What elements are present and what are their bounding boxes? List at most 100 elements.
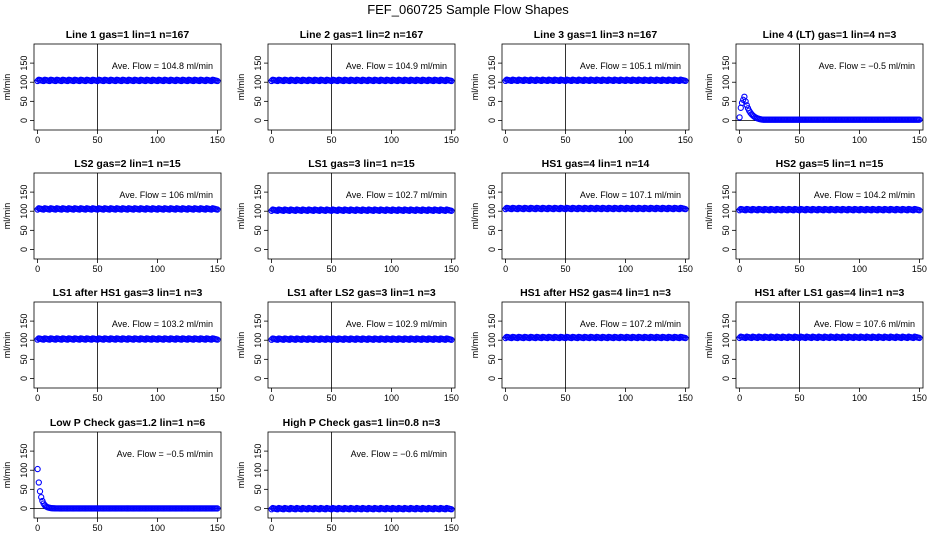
x-tick-label: 100 (384, 393, 399, 403)
x-tick-label: 100 (384, 135, 399, 145)
panel-title: Line 1 gas=1 lin=1 n=167 (66, 29, 190, 41)
data-point (214, 505, 221, 512)
x-tick-label: 50 (795, 393, 805, 403)
data-point (738, 99, 746, 107)
panel-8: HS2 gas=5 lin=1 n=15 0 50 100 150 0 50 100 150 ml… (704, 158, 927, 274)
x-tick-label: 0 (737, 393, 742, 403)
x-tick-label: 150 (444, 135, 459, 145)
y-tick-label: 0 (721, 118, 731, 123)
panel-12: HS1 after LS1 gas=4 lin=1 n=3 0 50 100 150 0 5… (704, 287, 927, 403)
y-axis-label: ml/min (470, 203, 480, 230)
x-tick-label: 50 (795, 135, 805, 145)
plot-frame (33, 431, 222, 519)
ave-flow-annotation: Ave. Flow = 107.6 ml/min (814, 319, 915, 329)
y-tick-label: 50 (19, 484, 29, 494)
plot-frame (735, 43, 924, 131)
x-tick-label: 150 (678, 264, 693, 274)
ave-flow-annotation: Ave. Flow = 102.7 ml/min (346, 190, 447, 200)
x-tick-label: 150 (210, 523, 225, 533)
panel-9: LS1 after HS1 gas=3 lin=1 n=3 0 50 100 150 0 5… (2, 287, 225, 403)
data-point (742, 98, 749, 105)
x-tick-label: 100 (852, 393, 867, 403)
y-tick-label: 100 (253, 333, 263, 348)
x-tick-label: 50 (93, 523, 103, 533)
y-tick-label: 50 (253, 96, 263, 106)
panel-title: Line 3 gas=1 lin=3 n=167 (534, 29, 658, 41)
y-tick-label: 50 (721, 225, 731, 235)
y-tick-label: 100 (19, 75, 29, 90)
y-tick-label: 50 (19, 225, 29, 235)
figure-title: FEF_060725 Sample Flow Shapes (367, 2, 569, 17)
x-tick-label: 0 (269, 393, 274, 403)
ave-flow-annotation: Ave. Flow = −0.5 ml/min (117, 449, 213, 459)
x-tick-label: 50 (327, 264, 337, 274)
y-tick-label: 150 (721, 56, 731, 71)
data-point (916, 207, 923, 214)
x-tick-label: 100 (150, 135, 165, 145)
y-tick-label: 150 (253, 444, 263, 459)
y-tick-label: 150 (721, 314, 731, 329)
y-tick-label: 100 (487, 204, 497, 219)
y-tick-label: 0 (19, 118, 29, 123)
y-axis-label: ml/min (704, 203, 714, 230)
ave-flow-annotation: Ave. Flow = 104.8 ml/min (112, 61, 213, 71)
panel-title: LS1 gas=3 lin=1 n=15 (308, 158, 415, 170)
x-tick-label: 50 (93, 393, 103, 403)
x-tick-label: 50 (795, 264, 805, 274)
x-tick-label: 0 (35, 264, 40, 274)
y-tick-label: 0 (721, 376, 731, 381)
panel-title: LS1 after HS1 gas=3 lin=1 n=3 (53, 287, 203, 299)
data-point (448, 77, 455, 85)
data-point (682, 205, 689, 213)
plot-frame (501, 301, 690, 389)
y-tick-label: 150 (487, 314, 497, 329)
y-axis-label: ml/min (2, 74, 12, 101)
y-tick-label: 100 (721, 333, 731, 348)
data-point (38, 494, 45, 501)
ave-flow-annotation: Ave. Flow = 107.2 ml/min (580, 319, 681, 329)
y-tick-label: 150 (19, 185, 29, 200)
y-tick-label: 0 (253, 247, 263, 252)
panel-title: Low P Check gas=1.2 lin=1 n=6 (50, 417, 205, 429)
plot-frame (501, 172, 690, 260)
y-tick-label: 0 (487, 247, 497, 252)
y-axis-label: ml/min (2, 462, 12, 489)
x-tick-label: 150 (678, 393, 693, 403)
data-point (448, 207, 455, 214)
x-tick-label: 100 (150, 393, 165, 403)
plot-frame (735, 172, 924, 260)
panel-title: HS1 after HS2 gas=4 lin=1 n=3 (520, 287, 671, 299)
x-tick-label: 150 (912, 264, 927, 274)
data-point (737, 104, 744, 111)
x-tick-label: 0 (35, 135, 40, 145)
y-tick-label: 50 (487, 225, 497, 235)
plot-frame (267, 431, 456, 519)
y-axis-label: ml/min (2, 203, 12, 230)
y-tick-label: 100 (721, 204, 731, 219)
data-point (682, 77, 689, 85)
y-tick-label: 150 (721, 185, 731, 200)
panel-13: Low P Check gas=1.2 lin=1 n=6 0 50 100 150 0 5… (2, 417, 225, 533)
y-tick-label: 50 (253, 354, 263, 364)
data-point (682, 334, 689, 342)
panel-3: Line 3 gas=1 lin=3 n=167 0 50 100 150 0 50 100 1… (470, 29, 693, 145)
x-tick-label: 100 (150, 264, 165, 274)
ave-flow-annotation: Ave. Flow = −0.5 ml/min (819, 61, 915, 71)
x-tick-label: 50 (93, 135, 103, 145)
panel-6: LS1 gas=3 lin=1 n=15 0 50 100 150 0 50 100 150 ml… (236, 158, 459, 274)
panel-4: Line 4 (LT) gas=1 lin=4 n=3 0 50 100 150 0 50 1… (704, 29, 927, 145)
x-tick-label: 150 (912, 135, 927, 145)
y-tick-label: 150 (253, 314, 263, 329)
panel-title: Line 2 gas=1 lin=2 n=167 (300, 29, 424, 41)
panel-1: Line 1 gas=1 lin=1 n=167 0 50 100 150 0 50 100 1… (2, 29, 225, 145)
data-point (743, 102, 750, 109)
panel-title: LS2 gas=2 lin=1 n=15 (74, 158, 181, 170)
ave-flow-annotation: Ave. Flow = 104.2 ml/min (814, 190, 915, 200)
panel-title: Line 4 (LT) gas=1 lin=4 n=3 (763, 29, 897, 41)
data-point (35, 479, 42, 486)
x-tick-label: 0 (737, 135, 742, 145)
x-tick-label: 50 (561, 393, 571, 403)
data-point (34, 465, 41, 473)
ave-flow-annotation: Ave. Flow = 105.1 ml/min (580, 61, 681, 71)
ave-flow-annotation: Ave. Flow = 106 ml/min (119, 190, 213, 200)
